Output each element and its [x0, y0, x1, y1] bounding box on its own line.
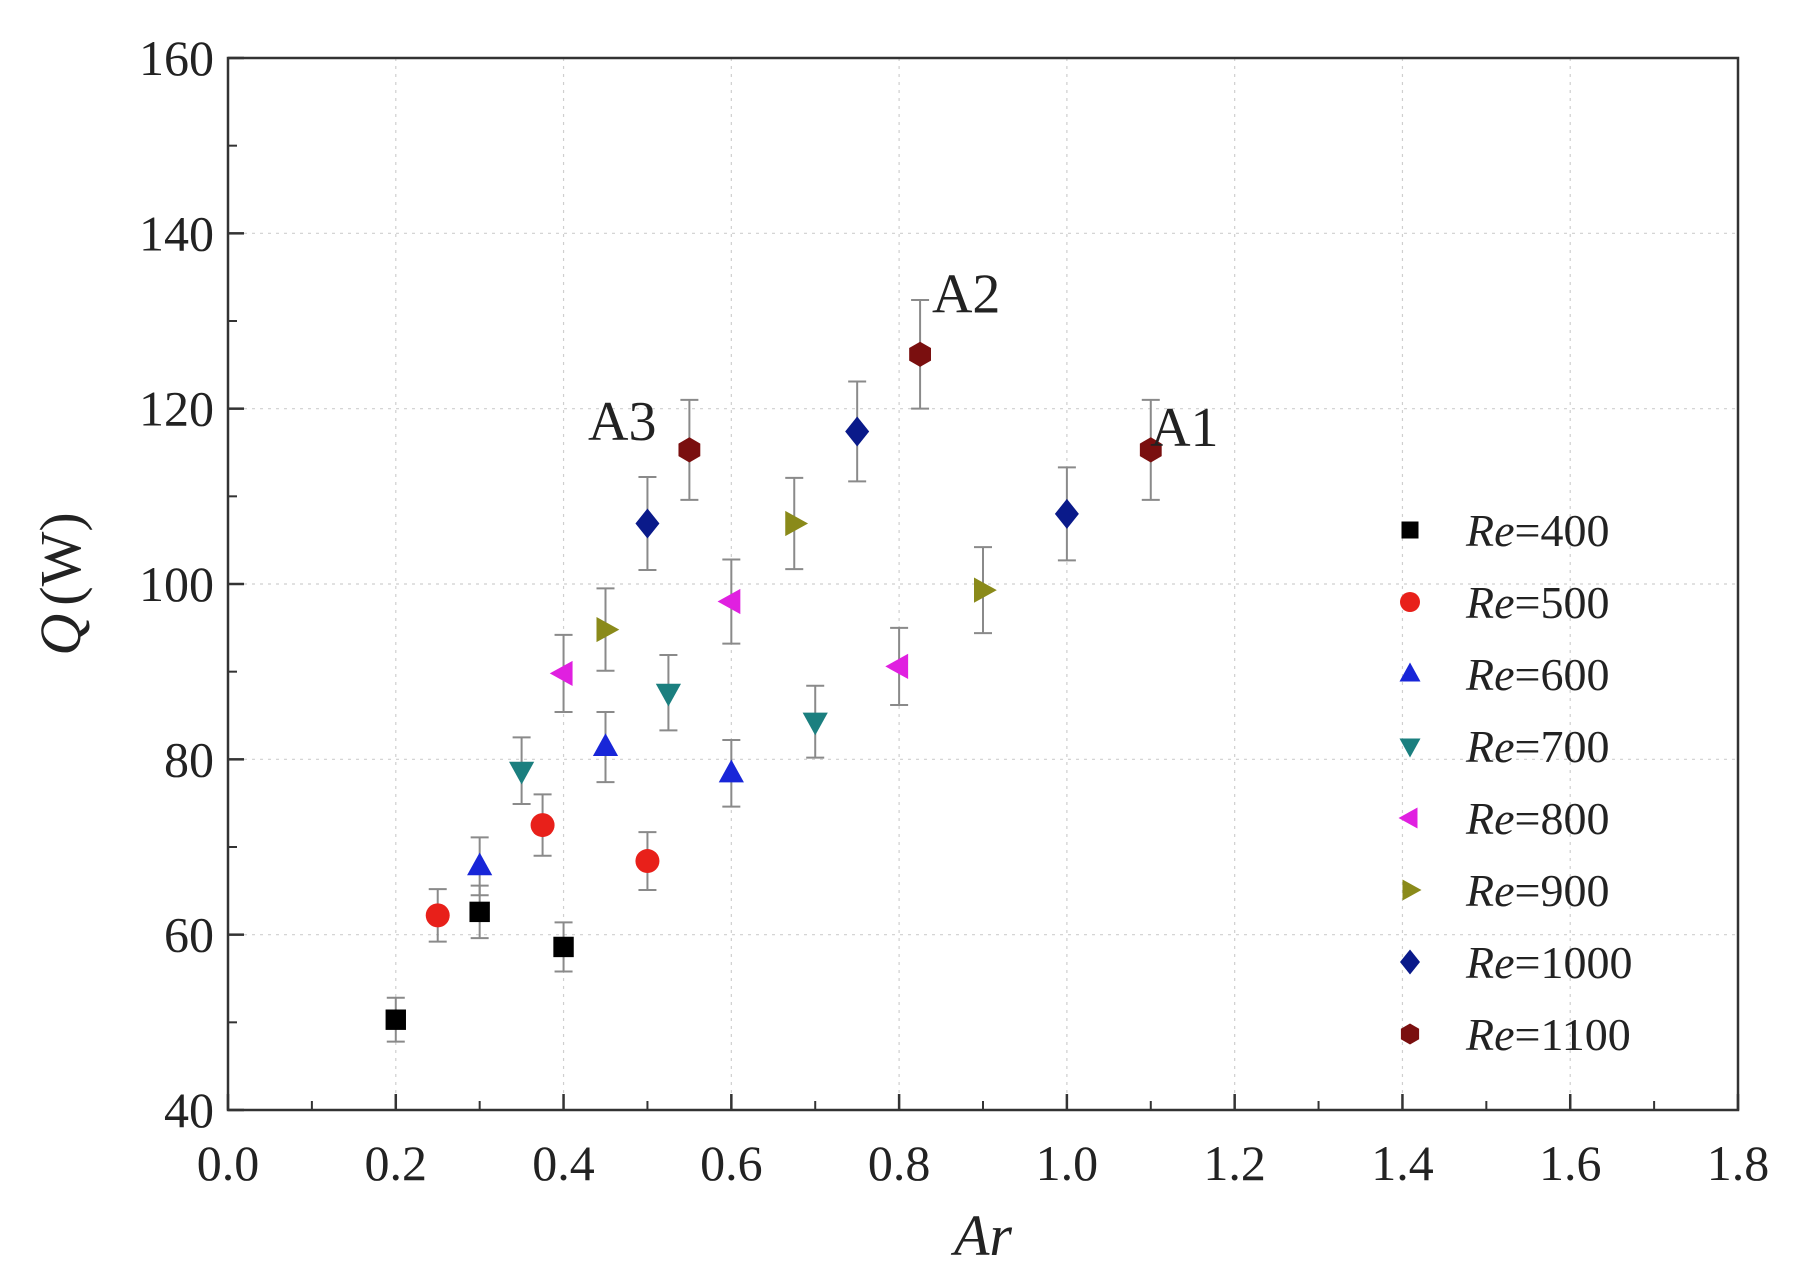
data-point	[717, 588, 741, 615]
y-axis-title: Q(W)	[28, 512, 93, 655]
legend-item: Re=400	[1401, 505, 1609, 556]
legend-item: Re=1000	[1400, 937, 1632, 988]
x-tick-label: 0.6	[700, 1135, 763, 1191]
legend-marker	[1400, 1023, 1420, 1045]
annotation-label: A1	[1150, 397, 1218, 459]
y-tick-label: 140	[139, 205, 214, 261]
data-point	[469, 901, 490, 923]
data-point	[385, 1009, 406, 1030]
data-point	[974, 577, 997, 603]
data-point	[635, 508, 660, 539]
legend-item: Re=900	[1402, 865, 1609, 916]
data-point	[596, 616, 620, 643]
legend-item: Re=500	[1400, 577, 1609, 628]
legend-marker	[1402, 879, 1422, 901]
y-tick-label: 100	[139, 556, 214, 612]
x-tick-label: 0.2	[365, 1135, 428, 1191]
legend-item: Re=600	[1399, 649, 1609, 700]
annotation-label: A3	[588, 391, 656, 453]
error-bars	[386, 298, 1160, 1043]
data-point	[802, 712, 828, 736]
x-tick-label: 1.8	[1707, 1135, 1770, 1191]
data-point	[845, 416, 870, 447]
x-tick-label: 1.6	[1539, 1135, 1602, 1191]
legend-marker	[1398, 807, 1418, 829]
data-point	[592, 733, 619, 757]
y-tick-label: 120	[139, 381, 214, 437]
data-point	[1139, 437, 1162, 463]
data-point	[885, 653, 909, 680]
y-tick-label: 160	[139, 30, 214, 86]
annotation-label: A2	[932, 264, 1000, 326]
data-point	[467, 852, 493, 876]
x-tick-label: 1.2	[1203, 1135, 1266, 1191]
x-tick-labels: 0.0 0.2 0.4 0.6 0.8 1.0 1.2 1.4 1.6 1.8	[197, 1135, 1770, 1191]
axis-ticks	[226, 56, 1740, 1112]
data-point	[785, 510, 809, 537]
legend-marker	[1399, 662, 1421, 682]
y-tick-label: 80	[164, 731, 214, 787]
x-tick-label: 0.4	[532, 1135, 595, 1191]
y-tick-label: 60	[164, 907, 214, 963]
legend-item: Re=700	[1399, 721, 1609, 772]
legend: Re=400 Re=500 Re=600 Re=700 Re=800 Re=900 Re=1…	[1398, 505, 1632, 1060]
legend-label: Re=700	[1465, 721, 1609, 772]
legend-label: Re=900	[1465, 865, 1609, 916]
legend-label: Re=1000	[1465, 937, 1632, 988]
data-point	[549, 660, 573, 687]
x-axis-title: Ar	[950, 1203, 1012, 1268]
legend-marker	[1399, 738, 1421, 758]
legend-marker	[1400, 592, 1420, 612]
legend-label: Re=1100	[1465, 1009, 1631, 1060]
legend-label: Re=500	[1465, 577, 1609, 628]
data-point	[718, 759, 744, 783]
y-tick-labels: 40 60 80 100 120 140 160	[139, 30, 214, 1138]
x-tick-label: 0.0	[197, 1135, 260, 1191]
x-tick-label: 1.4	[1371, 1135, 1434, 1191]
legend-item: Re=1100	[1400, 1009, 1631, 1060]
data-point	[425, 903, 450, 928]
legend-marker	[1401, 521, 1419, 539]
legend-marker	[1400, 949, 1420, 975]
data-point	[655, 683, 682, 707]
x-tick-label: 0.8	[868, 1135, 931, 1191]
data-point	[509, 761, 535, 785]
data-point	[909, 341, 931, 367]
data-point	[678, 437, 701, 463]
data-points	[385, 341, 1162, 1030]
legend-label: Re=600	[1465, 649, 1609, 700]
legend-label: Re=400	[1465, 505, 1609, 556]
data-point	[553, 936, 574, 958]
legend-item: Re=800	[1398, 793, 1609, 844]
y-tick-label: 40	[164, 1082, 214, 1138]
data-point	[530, 813, 555, 838]
x-tick-label: 1.0	[1036, 1135, 1099, 1191]
data-point	[635, 849, 660, 874]
legend-label: Re=800	[1465, 793, 1609, 844]
annotations: A3 A2 A1	[588, 264, 1219, 459]
data-point	[1054, 498, 1079, 529]
